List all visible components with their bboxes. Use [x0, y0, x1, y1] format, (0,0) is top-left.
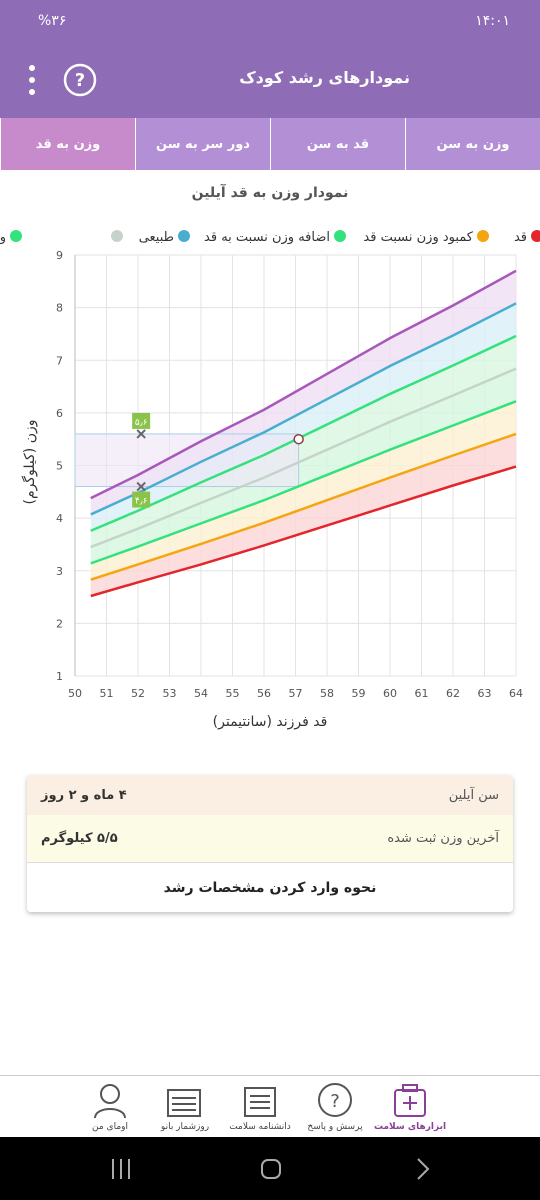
x-tick-label: 50 — [68, 687, 82, 700]
nav-item[interactable]: پرسش و پاسخ — [307, 1122, 363, 1132]
series-line — [90, 400, 517, 565]
info-key: سن آیلین — [448, 787, 499, 803]
tab[interactable]: وزن به سن — [405, 118, 540, 170]
nav-item[interactable]: اومای من — [92, 1122, 128, 1132]
marker — [136, 429, 146, 439]
header-icons: ? — [29, 63, 97, 97]
battery: %۳۶ — [38, 13, 67, 29]
y-tick-label: 3 — [56, 565, 63, 578]
x-tick-label: 63 — [478, 687, 492, 700]
app-bar: ? نمودارهای رشد کودک — [0, 44, 540, 118]
marker-label: ۵٫۶ — [135, 418, 148, 428]
series-line — [90, 302, 517, 516]
x-tick-label: 54 — [194, 687, 208, 700]
legend-label: اضافه وزن نسبت به قد — [204, 230, 330, 245]
legend-dot — [477, 230, 489, 242]
y-axis-label: وزن (کیلوگرم) — [21, 420, 38, 505]
x-tick-label: 51 — [100, 687, 114, 700]
x-tick-label: 52 — [131, 687, 145, 700]
tab[interactable]: دور سر به سن — [135, 118, 270, 170]
series-line — [90, 432, 517, 581]
band — [90, 433, 516, 597]
x-axis-label: قد فرزند (سانتیمتر) — [213, 714, 328, 730]
tab-active[interactable]: وزن به قد — [0, 118, 135, 170]
marker-label-box — [132, 412, 151, 429]
x-tick-label: 59 — [352, 687, 366, 700]
x-tick-label: 60 — [383, 687, 397, 700]
tab[interactable]: قد به سن — [270, 118, 405, 170]
x-tick-label: 56 — [257, 687, 271, 700]
band — [90, 401, 516, 580]
y-tick-label: 4 — [56, 512, 63, 525]
legend-dot — [531, 230, 540, 242]
band — [90, 368, 516, 564]
legend-label: طبیعی — [139, 230, 174, 245]
current-point — [293, 433, 304, 445]
x-tick-label: 53 — [163, 687, 177, 700]
svg-text:?: ? — [330, 1091, 340, 1112]
info-row: سن آیلین ۴ ماه و ۲ روز — [27, 775, 513, 815]
y-tick-label: 9 — [56, 249, 63, 262]
legend-dot — [10, 230, 22, 242]
info-card: سن آیلین ۴ ماه و ۲ روز آخرین وزن ثبت شده ۵… — [27, 775, 513, 912]
marker-label-box — [132, 491, 151, 508]
x-tick-label: 58 — [320, 687, 334, 700]
info-key: آخرین وزن ثبت شده — [387, 831, 499, 846]
legend-label: وزن میانگین — [0, 229, 6, 245]
clock: ۱۴:۰۱ — [475, 13, 510, 29]
marker-label: ۴٫۶ — [135, 497, 148, 507]
legend-dot — [178, 230, 190, 242]
y-tick-label: 6 — [56, 407, 63, 420]
info-row: آخرین وزن ثبت شده ۵/۵ کیلوگرم — [27, 815, 513, 862]
marker — [136, 481, 146, 492]
nav-item[interactable]: دانشنامه سلامت — [229, 1122, 291, 1132]
help-link[interactable]: نحوه وارد کردن مشخصات رشد — [27, 862, 513, 912]
system-buttons — [112, 1158, 430, 1180]
guide-box — [74, 433, 300, 488]
x-tick-label: 64 — [509, 687, 523, 700]
nav-icons: ? — [94, 1083, 426, 1119]
y-tick-label: 1 — [56, 670, 63, 683]
legend-label: قد — [514, 230, 527, 245]
help-button[interactable] — [63, 63, 97, 97]
svg-text:?: ? — [75, 70, 85, 91]
y-tick-label: 7 — [56, 354, 63, 367]
chart-title: نمودار وزن به قد آیلین — [192, 183, 349, 201]
series-line — [90, 465, 517, 598]
system-nav — [0, 1137, 540, 1200]
y-tick-label: 5 — [56, 460, 63, 473]
band — [90, 336, 516, 548]
status-bar: %۳۶ ۱۴:۰۱ — [0, 0, 540, 44]
info-value: ۵/۵ کیلوگرم — [41, 831, 118, 846]
series-line — [90, 269, 517, 500]
x-tick-label: 57 — [289, 687, 303, 700]
bottom-nav: ? ابزارهای سلامت پرسش و پاسخ دانشنامه سل… — [0, 1075, 540, 1137]
info-value: ۴ ماه و ۲ روز — [41, 787, 127, 803]
chart: نمودار وزن به قد آیلین قد فرزند (سانتیمت… — [0, 183, 540, 730]
legend-dot — [334, 230, 346, 242]
y-tick-label: 8 — [56, 302, 63, 315]
y-tick-label: 2 — [56, 617, 63, 630]
x-tick-label: 61 — [415, 687, 429, 700]
nav-item[interactable]: روزشمار بانو — [160, 1122, 210, 1132]
x-tick-label: 62 — [446, 687, 460, 700]
legend-dot — [111, 230, 123, 242]
x-tick-label: 55 — [226, 687, 240, 700]
tabs: وزن به سن قد به سن دور سر به سن وزن به ق… — [0, 118, 540, 170]
legend-label: کمبود وزن نسبت قد — [363, 230, 473, 245]
series-line — [90, 367, 517, 549]
nav-item[interactable]: ابزارهای سلامت — [373, 1122, 447, 1132]
page-title: نمودارهای رشد کودک — [239, 68, 410, 87]
